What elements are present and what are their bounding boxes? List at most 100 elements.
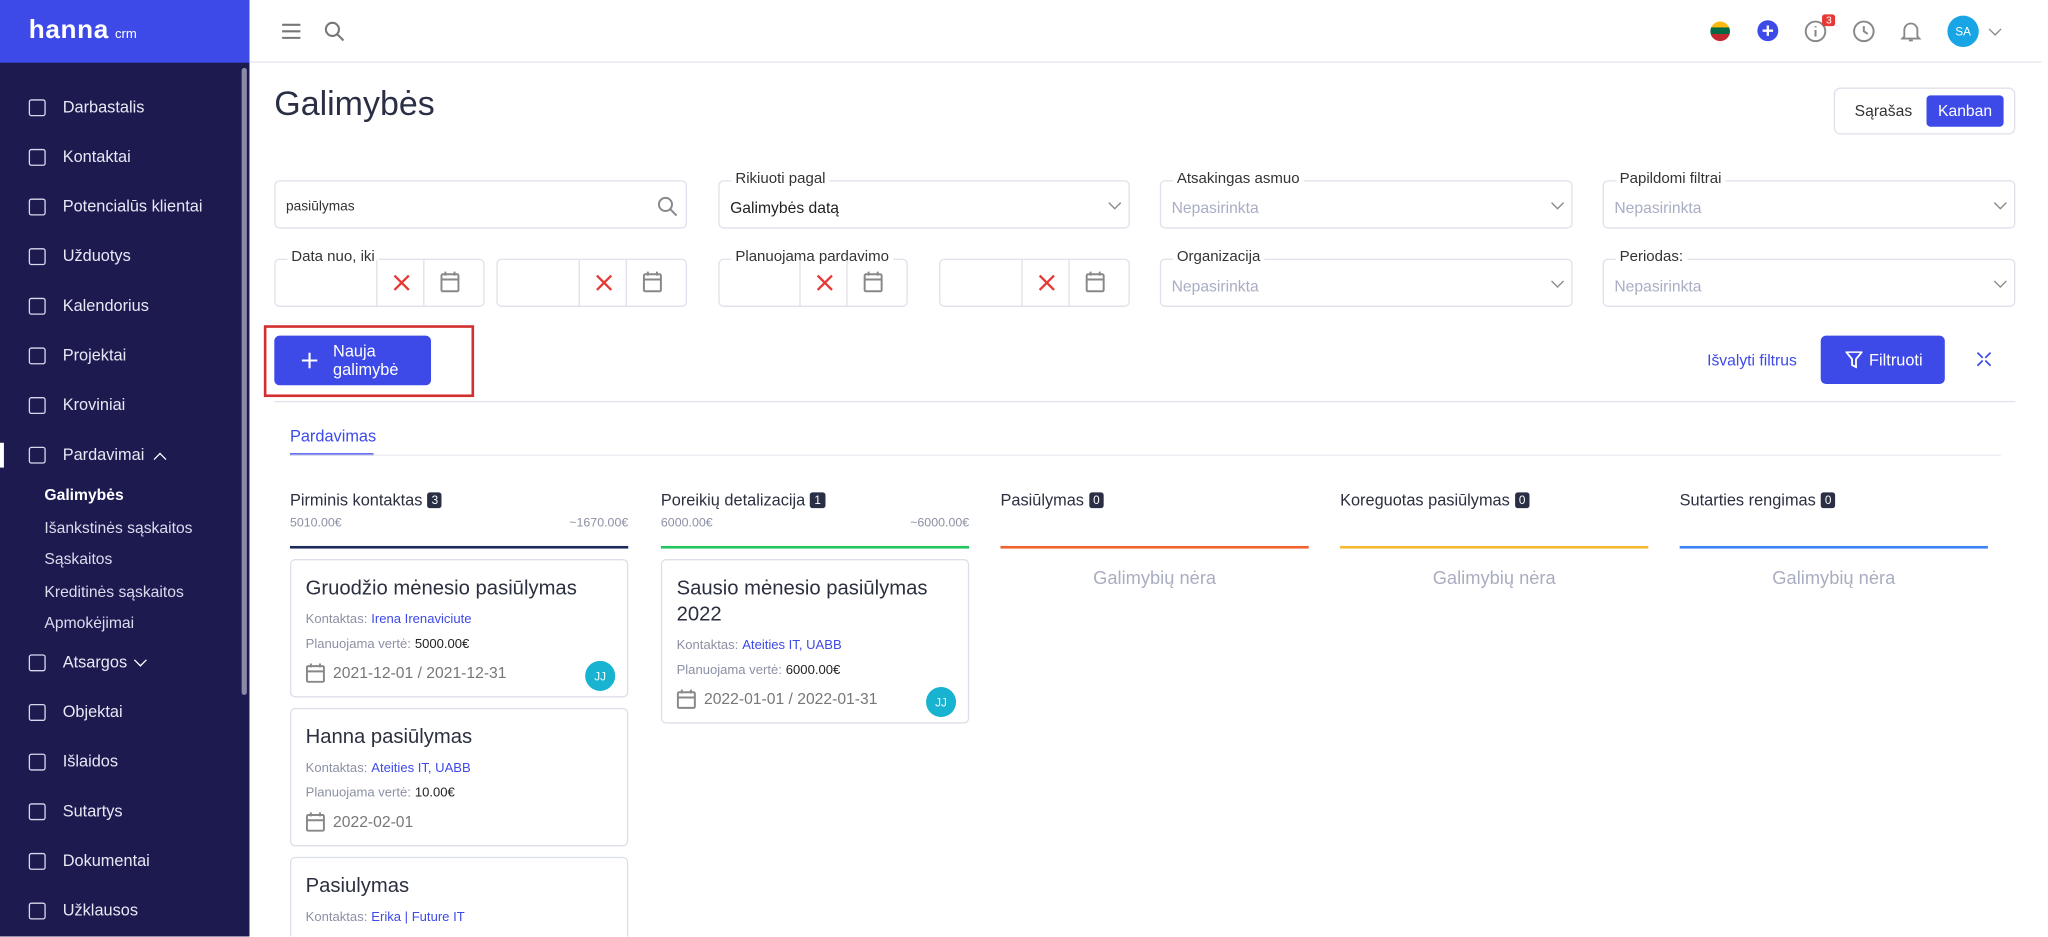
- logo-text: hanna: [28, 15, 109, 45]
- column-sum: 5010.00€: [289, 515, 342, 531]
- divider: [274, 400, 2016, 403]
- clear-filters-link[interactable]: Išvalyti filtrus: [1707, 351, 1797, 370]
- dropdown-chevron: [1551, 196, 1565, 210]
- select-field[interactable]: Rikiuoti pagal Galimybės datą: [718, 171, 1130, 229]
- menu-item[interactable]: Sutartys: [0, 799, 242, 825]
- kanban-column: Poreikių detalizacija 1 6000.00€ ~6000.00€ S…: [660, 491, 970, 936]
- date-field[interactable]: [496, 258, 688, 307]
- submenu-item[interactable]: Kreditinės sąskaitos: [44, 581, 184, 601]
- field-value: Nepasirinkta: [1614, 198, 1702, 217]
- menu-item[interactable]: Atsargos: [0, 650, 242, 676]
- menu-item[interactable]: Darbastalis: [0, 95, 242, 121]
- date-field[interactable]: Planuojama pardavimo: [718, 249, 908, 307]
- menu-item[interactable]: Užklausos: [0, 898, 242, 924]
- card-value: Planuojama vertė: 5000.00€: [306, 637, 613, 651]
- x-icon: [596, 274, 613, 291]
- kanban-column: Pirminis kontaktas 3 5010.00€ ~1670.00€ Gruo…: [289, 491, 629, 937]
- info-icon[interactable]: [1804, 20, 1828, 44]
- language-flag[interactable]: [1710, 21, 1731, 42]
- user-avatar[interactable]: SA: [1947, 15, 1979, 48]
- date-field[interactable]: Data nuo, iki: [274, 249, 485, 307]
- menu-toggle[interactable]: [281, 22, 302, 40]
- date-field[interactable]: [939, 258, 1130, 307]
- menu-item[interactable]: Kalendorius: [0, 294, 242, 320]
- opportunity-card[interactable]: Gruodžio mėnesio pasiūlymas Kontaktas: Ire…: [289, 559, 629, 698]
- empty-text: Galimybių nėra: [1772, 566, 1896, 588]
- menu-item[interactable]: Objektai: [0, 699, 242, 725]
- tab-divider: [289, 454, 2001, 456]
- menu-item[interactable]: Projektai: [0, 344, 242, 370]
- contact-label: Kontaktas:: [305, 910, 368, 925]
- column-header: Pirminis kontaktas 3: [290, 491, 443, 509]
- menu-item[interactable]: Potencialūs klientai: [0, 195, 242, 221]
- select-field[interactable]: Atsakingas asmuo Nepasirinkta: [1159, 171, 1573, 229]
- submenu-item[interactable]: Sąskaitos: [44, 549, 113, 569]
- view-kanban[interactable]: Kanban: [1926, 95, 2004, 127]
- view-list[interactable]: Sąrašas: [1854, 101, 1913, 121]
- clear-date-button[interactable]: [376, 259, 425, 306]
- opportunity-card[interactable]: Hanna pasiūlymas Kontaktas: Ateities IT, U…: [289, 707, 629, 847]
- empty-text: Galimybių nėra: [1432, 566, 1556, 588]
- clear-date-button[interactable]: [799, 259, 848, 306]
- collapse-icon[interactable]: [1976, 351, 1992, 367]
- search-icon[interactable]: [657, 196, 678, 217]
- contact-link[interactable]: Irena Irenaviciute: [371, 612, 472, 627]
- clear-date-button[interactable]: [578, 259, 627, 306]
- menu-item[interactable]: Dokumentai: [0, 848, 242, 874]
- menu-label: Objektai: [62, 702, 123, 721]
- search-field[interactable]: pasiūlymas: [274, 180, 688, 229]
- expand-chevron: [153, 452, 167, 466]
- card-contact: Kontaktas: Ateities IT, UABB: [306, 761, 613, 775]
- contact-link[interactable]: Erika | Future IT: [371, 910, 465, 925]
- scrollbar[interactable]: [241, 67, 247, 695]
- select-field[interactable]: Organizacija Nepasirinkta: [1159, 249, 1573, 307]
- calendar-icon: [305, 663, 325, 683]
- view-toggle: Sąrašas Kanban: [1833, 87, 2016, 135]
- search-icon[interactable]: [324, 21, 345, 42]
- select-field[interactable]: Papildomi filtrai Nepasirinkta: [1602, 171, 2016, 229]
- menu-label: Darbastalis: [62, 97, 145, 117]
- submenu-item[interactable]: Apmokėjimai: [44, 613, 135, 633]
- value: 5000.00€: [414, 637, 470, 652]
- kanban-column: Sutarties rengimas 0 Galimybių nėra: [1679, 491, 1988, 936]
- add-button[interactable]: [1757, 20, 1779, 42]
- menu-item[interactable]: Kroviniai: [0, 393, 242, 419]
- opportunity-card[interactable]: Sausio mėnesio pasiūlymas 2022 Kontaktas:…: [660, 559, 970, 724]
- select-field[interactable]: Periodas: Nepasirinkta: [1602, 249, 2016, 307]
- column-color-bar: [1000, 545, 1309, 549]
- opportunity-card[interactable]: Pasiulymas Kontaktas: Erika | Future IT: [289, 856, 629, 937]
- contact-link[interactable]: Ateities IT, UABB: [742, 638, 842, 654]
- menu-item[interactable]: Pardavimai: [0, 443, 242, 469]
- bell-icon[interactable]: [1900, 20, 1922, 44]
- filter-button[interactable]: Filtruoti: [1820, 335, 1945, 384]
- submenu-item[interactable]: Galimybės: [44, 485, 124, 505]
- active-indicator: [0, 442, 4, 468]
- column-count: 1: [810, 492, 825, 509]
- calendar-button[interactable]: [1071, 260, 1119, 306]
- field-value: Nepasirinkta: [1171, 198, 1259, 217]
- menu-item[interactable]: Kontaktai: [0, 145, 242, 171]
- column-count: 0: [1821, 492, 1836, 509]
- logo[interactable]: hanna crm: [0, 0, 250, 63]
- submenu-item[interactable]: Išankstinės sąskaitos: [44, 517, 193, 537]
- new-opportunity-button[interactable]: Nauja galimybė: [274, 335, 432, 386]
- menu-label: Dokumentai: [62, 850, 150, 870]
- user-menu-chevron[interactable]: [1988, 22, 2002, 36]
- menu-item[interactable]: Užduotys: [0, 244, 242, 270]
- value-label: Planuojama vertė:: [305, 786, 411, 801]
- calendar-button[interactable]: [426, 260, 474, 306]
- clear-date-button[interactable]: [1021, 259, 1070, 306]
- field-label: Atsakingas asmuo: [1172, 171, 1304, 187]
- field-label: Planuojama pardavimo: [731, 249, 893, 266]
- card-title: Sausio mėnesio pasiūlymas 2022: [676, 577, 928, 626]
- tab-active[interactable]: Pardavimas: [289, 427, 377, 446]
- menu-item[interactable]: Išlaidos: [0, 749, 242, 775]
- calendar-button[interactable]: [849, 260, 897, 306]
- field-label: Periodas:: [1615, 249, 1687, 266]
- contact-link[interactable]: Ateities IT, UABB: [371, 761, 471, 776]
- menu-label: Kalendorius: [62, 296, 149, 315]
- calendar-button[interactable]: [628, 260, 676, 306]
- field-label: Rikiuoti pagal: [731, 171, 830, 187]
- clock-icon[interactable]: [1852, 20, 1876, 44]
- menu-label: Potencialūs klientai: [62, 197, 203, 216]
